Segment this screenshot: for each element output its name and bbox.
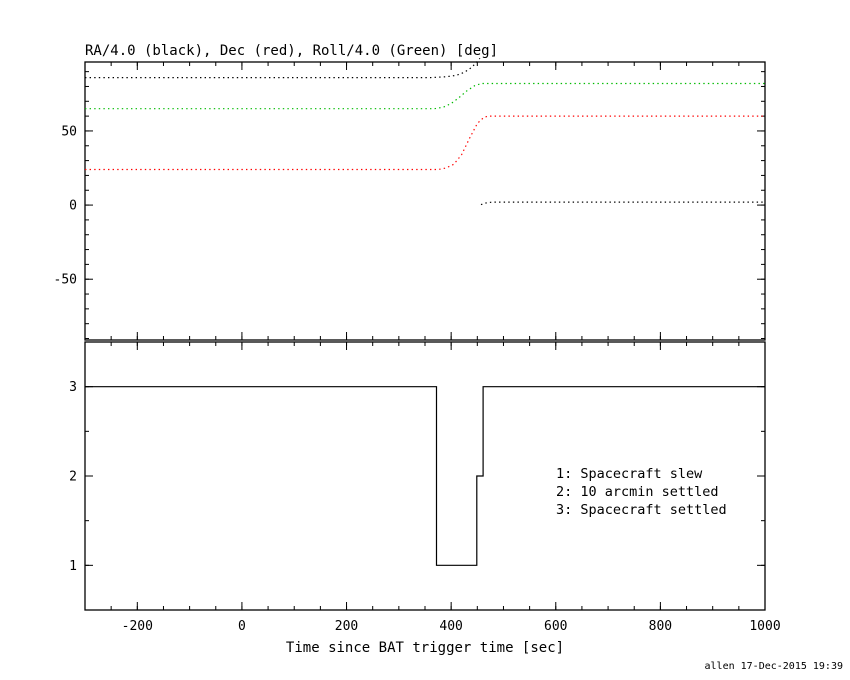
legend-line-2: 2: 10 arcmin settled [556, 484, 719, 500]
x-tick-label: -200 [122, 619, 153, 634]
y-tick-label: 2 [69, 470, 77, 485]
x-tick-label: 1000 [749, 619, 780, 634]
x-tick-label: 600 [544, 619, 567, 634]
x-tick-label: 400 [439, 619, 462, 634]
series-ra-4-0-pre-slew [85, 57, 481, 79]
x-tick-label: 200 [335, 619, 358, 634]
legend-line-3: 3: Spacecraft settled [556, 502, 727, 518]
y-tick-label: 50 [61, 124, 77, 139]
series-dec [85, 115, 765, 171]
series-ra-4-0-post-slew [480, 201, 765, 206]
plot-footer-credit: allen 17-Dec-2015 19:39 [705, 661, 843, 672]
x-tick-label: 800 [649, 619, 672, 634]
y-tick-label: 1 [69, 559, 77, 574]
legend-line-1: 1: Spacecraft slew [556, 466, 703, 482]
plot-title: RA/4.0 (black), Dec (red), Roll/4.0 (Gre… [85, 43, 498, 59]
y-tick-label: 0 [69, 199, 77, 214]
x-axis-label: Time since BAT trigger time [sec] [286, 640, 564, 656]
panel-frame [84, 61, 766, 341]
series-roll-4-0 [85, 82, 765, 110]
plot-generated-layer: 50 0 -50 -200 0 200 400 600 800 1000 3 2 1 [54, 57, 781, 634]
series-settling-status-flag [85, 386, 765, 566]
x-tick-label: 0 [238, 619, 246, 634]
y-tick-label: 3 [69, 380, 77, 395]
y-tick-label: -50 [54, 273, 77, 288]
